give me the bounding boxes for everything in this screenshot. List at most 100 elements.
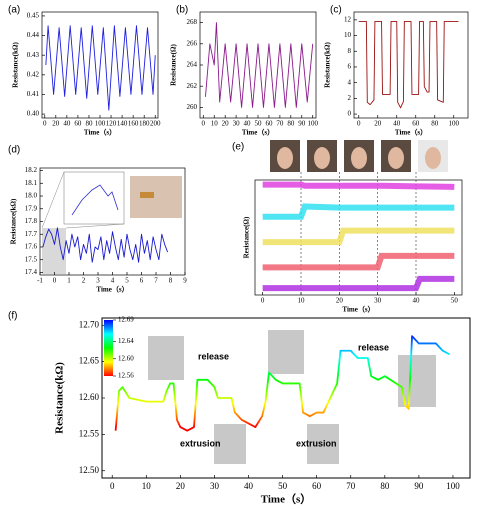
x-tick-label: 40 [63,120,71,128]
series-line [262,275,455,292]
x-tick-label: 20 [176,481,186,491]
y-axis-label: Resistance(kΩ) [10,198,18,244]
y-tick-label: 17.5 [25,255,38,263]
y-tick-label: 17.6 [25,243,38,251]
x-tick-label: 30 [233,120,241,128]
x-tick-label: 100 [449,120,460,128]
x-tick-label: 8 [169,277,173,285]
colorbar-tick-label: 12.56 [118,372,134,380]
hand [277,147,293,169]
x-tick-label: 180 [139,120,150,128]
panel-label: (b) [176,5,188,16]
data-line [358,20,459,109]
y-tick-label: 4 [348,78,352,86]
plot-frame [254,179,463,296]
inset-box [63,171,125,225]
y-tick-label: 18.1 [25,179,38,187]
x-tick-label: 70 [276,120,284,128]
y-tick-label: 262 [187,82,198,90]
x-tick-label: 160 [128,120,139,128]
x-tick-label: 0 [202,120,206,128]
x-tick-label: 90 [298,120,306,128]
x-tick-label: 3 [96,277,100,285]
y-tick-label: 17.9 [25,204,38,212]
inset-curve [71,184,119,216]
y-tick-label: 260 [187,103,198,111]
photo [268,330,304,374]
panel-label: (d) [8,145,20,156]
y-axis-label: Resistance(kΩ) [54,362,66,434]
photo [307,424,339,464]
x-tick-label: -1 [37,277,43,285]
x-tick-label: 50 [278,481,288,491]
x-axis-label: Time（s） [84,129,116,137]
x-tick-label: 4 [111,277,115,285]
x-tick-label: 40 [244,481,254,491]
x-axis-label: Time（s） [261,493,312,506]
x-tick-label: 5 [125,277,129,285]
y-tick-label: 12.65 [79,356,100,366]
y-tick-label: 0.42 [27,70,40,78]
y-tick-label: 12.60 [79,392,100,402]
y-tick-label: 12.55 [79,428,100,438]
y-tick-label: 0.41 [27,90,40,98]
series-line [262,181,455,190]
x-tick-label: 0 [261,297,265,305]
panel-label: (c) [330,5,342,16]
y-tick-label: 8 [348,47,352,55]
x-tick-label: 120 [106,120,117,128]
x-tick-label: 10 [298,297,306,305]
series-line [262,227,455,246]
x-tick-label: 2 [82,277,86,285]
x-axis-label: Time（s） [96,286,128,294]
x-tick-label: 50 [451,297,459,305]
annotation: extrusion [296,438,337,448]
hand [351,147,367,169]
x-tick-label: 30 [210,481,220,491]
x-tick-label: 0 [53,277,57,285]
photo [148,336,184,380]
x-tick-label: 100 [446,481,460,491]
data-line [205,22,314,108]
y-axis-label: Resistance(kΩ) [12,42,20,88]
photo [214,424,246,464]
x-tick-label: 20 [336,297,344,305]
x-tick-label: 20 [52,120,60,128]
y-tick-label: 10 [344,31,352,39]
x-tick-label: 1 [67,277,71,285]
x-tick-label: 140 [117,120,128,128]
x-tick-label: 70 [346,481,356,491]
x-tick-label: 80 [431,120,439,128]
x-tick-label: 200 [150,120,161,128]
annotation: release [198,351,229,361]
y-axis-label: Resistance(Ω) [170,43,178,85]
x-tick-label: 60 [312,481,322,491]
x-tick-label: 100 [95,120,106,128]
y-tick-label: 0 [348,110,352,118]
data-line [114,335,450,432]
panel-label: (e) [232,142,244,153]
hand [425,147,441,169]
y-tick-label: 17.4 [25,268,38,276]
colorbar-tick-label: 12.60 [118,354,134,362]
y-tick-label: 0.40 [27,110,40,118]
x-tick-label: 6 [140,277,144,285]
x-tick-label: 10 [211,120,219,128]
x-tick-label: 20 [374,120,382,128]
highlight-region [42,228,66,274]
y-tick-label: 0.43 [27,51,40,59]
x-tick-label: 80 [85,120,93,128]
panel-label: (f) [8,311,17,322]
y-tick-label: 17.7 [25,230,38,238]
colorbar-tick-label: 12.64 [118,337,134,345]
panel-label: (a) [8,5,20,16]
x-tick-label: 0 [357,120,361,128]
inset-connector [41,171,65,229]
x-tick-label: 60 [265,120,273,128]
x-tick-label: 0 [110,481,115,491]
data-line [45,25,156,111]
annotation: release [358,342,389,352]
x-axis-label: Time（s） [342,306,374,314]
plot-frame [199,11,317,119]
